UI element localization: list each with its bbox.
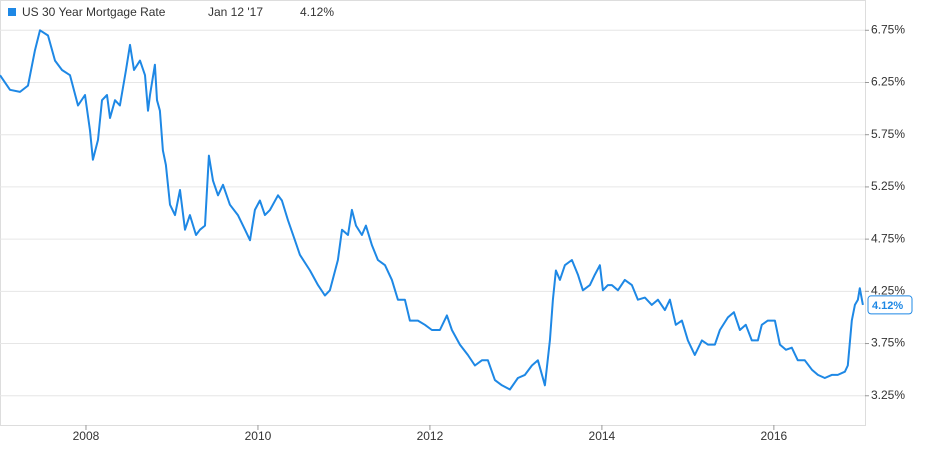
plot-frame (0, 0, 866, 426)
x-tick-label: 2010 (245, 429, 272, 443)
y-tick-label: 5.75% (871, 127, 905, 141)
current-date: Jan 12 '17 (208, 5, 263, 19)
y-tick-label: 3.25% (871, 388, 905, 402)
header-background (1, 1, 331, 23)
x-tick-label: 2014 (589, 429, 616, 443)
y-tick-label: 5.25% (871, 179, 905, 193)
x-tick-label: 2008 (73, 429, 100, 443)
legend-swatch (8, 8, 16, 16)
current-value: 4.12% (300, 5, 334, 19)
y-tick-label: 6.25% (871, 75, 905, 89)
end-label-box (867, 295, 913, 315)
x-tick-label: 2016 (761, 429, 788, 443)
lines (0, 29, 864, 391)
y-tick-label: 3.75% (871, 336, 905, 350)
end-label: 4.12% (872, 300, 903, 312)
legend-label: US 30 Year Mortgage Rate (22, 5, 166, 19)
series-line (0, 29, 864, 391)
y-tick-label: 6.75% (871, 22, 905, 36)
grid (0, 29, 869, 430)
y-tick-label: 4.75% (871, 231, 905, 245)
x-tick-label: 2012 (417, 429, 444, 443)
y-tick-label: 4.25% (871, 284, 905, 298)
